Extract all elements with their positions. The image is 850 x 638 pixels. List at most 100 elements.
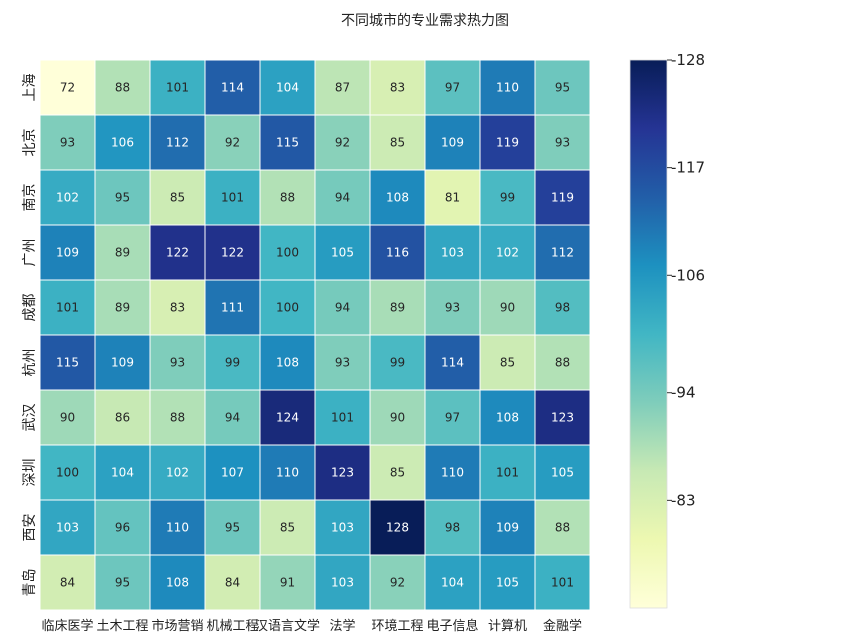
heatmap-cell [204, 554, 261, 611]
cell-value-label: 93 [170, 356, 185, 370]
colorbar-tick-label: -117 [671, 159, 705, 177]
cell-value-label: 108 [276, 356, 299, 370]
cell-value-label: 90 [500, 301, 515, 315]
heatmap-cell [94, 554, 151, 611]
heatmap-cell [149, 554, 206, 611]
colorbar-tick-label: -94 [671, 384, 696, 402]
cell-value-label: 90 [60, 411, 75, 425]
row-label: 上海 [22, 74, 38, 102]
cell-value-label: 84 [225, 576, 240, 590]
cell-value-label: 119 [496, 136, 519, 150]
row-label: 青岛 [22, 569, 38, 597]
heatmap-cell [259, 334, 316, 391]
cell-value-label: 96 [115, 521, 130, 535]
cell-value-label: 88 [280, 191, 295, 205]
cell-value-label: 89 [115, 246, 130, 260]
cell-value-label: 87 [335, 81, 350, 95]
heatmap-cell [204, 224, 261, 281]
cell-value-label: 88 [115, 81, 130, 95]
cell-value-label: 85 [170, 191, 185, 205]
column-label: 市场营销 [151, 618, 203, 634]
cell-value-label: 128 [386, 521, 409, 535]
heatmap-cell [424, 224, 481, 281]
row-label: 成都 [22, 294, 38, 322]
heatmap-cell [479, 554, 536, 611]
heatmap-cell [424, 59, 481, 116]
heatmap-cell [479, 334, 536, 391]
row-label: 武汉 [22, 404, 38, 432]
cell-value-label: 92 [390, 576, 405, 590]
heatmap-cell [424, 114, 481, 171]
cell-value-label: 94 [335, 191, 350, 205]
heatmap-cell [534, 444, 591, 501]
cell-value-label: 83 [170, 301, 185, 315]
cell-value-label: 109 [111, 356, 134, 370]
heatmap-cell [39, 334, 96, 391]
cell-value-label: 95 [115, 576, 130, 590]
heatmap-cell [149, 389, 206, 446]
cell-value-label: 88 [555, 521, 570, 535]
cell-value-label: 84 [60, 576, 75, 590]
cell-value-label: 104 [111, 466, 134, 480]
cell-value-label: 93 [60, 136, 75, 150]
heatmap-cell [534, 554, 591, 611]
heatmap-cell [259, 389, 316, 446]
cell-value-label: 85 [390, 466, 405, 480]
cell-value-label: 98 [445, 521, 460, 535]
heatmap-cell [369, 59, 426, 116]
cell-value-label: 108 [496, 411, 519, 425]
cell-value-label: 88 [555, 356, 570, 370]
colorbar-tick-label: -83 [671, 491, 696, 509]
cell-value-label: 101 [56, 301, 79, 315]
cell-value-label: 95 [115, 191, 130, 205]
column-label: 汉语言文学 [255, 618, 320, 634]
cell-value-label: 99 [500, 191, 515, 205]
row-label: 深圳 [22, 459, 38, 487]
heatmap-cell [534, 279, 591, 336]
column-label: 机械工程 [206, 619, 258, 634]
colorbar-tick-label: -106 [671, 266, 705, 284]
cell-value-label: 103 [331, 576, 354, 590]
heatmap-cell [259, 444, 316, 501]
column-label: 土木工程 [96, 619, 148, 634]
cell-value-label: 89 [115, 301, 130, 315]
cell-value-label: 108 [386, 191, 409, 205]
cell-value-label: 119 [551, 191, 574, 205]
heatmap-cell [94, 224, 151, 281]
cell-value-label: 92 [225, 136, 240, 150]
heatmap-cell [259, 499, 316, 556]
cell-value-label: 114 [221, 81, 244, 95]
heatmap-cell [204, 279, 261, 336]
cell-value-label: 102 [166, 466, 189, 480]
chart-title: 不同城市的专业需求热力图 [341, 13, 509, 29]
heatmap-cell [369, 444, 426, 501]
cell-value-label: 92 [335, 136, 350, 150]
cell-value-label: 94 [225, 411, 240, 425]
cell-value-label: 106 [111, 136, 134, 150]
heatmap-cell [204, 389, 261, 446]
cell-value-label: 123 [331, 466, 354, 480]
heatmap-cell [369, 224, 426, 281]
cell-value-label: 90 [390, 411, 405, 425]
heatmap-cell [369, 554, 426, 611]
heatmap-cell [94, 389, 151, 446]
column-label: 临床医学 [41, 618, 93, 634]
cell-value-label: 93 [335, 356, 350, 370]
row-label: 南京 [22, 184, 38, 212]
heatmap-cell [369, 169, 426, 226]
heatmap-cell [39, 279, 96, 336]
cell-value-label: 115 [56, 356, 79, 370]
cell-value-label: 101 [551, 576, 574, 590]
cell-value-label: 93 [445, 301, 460, 315]
cell-value-label: 109 [441, 136, 464, 150]
cell-value-label: 115 [276, 136, 299, 150]
column-label: 金融学 [543, 618, 582, 634]
cell-value-label: 122 [221, 246, 244, 260]
heatmap-cell [259, 554, 316, 611]
cell-value-label: 105 [331, 246, 354, 260]
heatmap-cell [94, 169, 151, 226]
cell-value-label: 99 [225, 356, 240, 370]
heatmap-cell [369, 389, 426, 446]
row-label: 杭州 [22, 349, 38, 377]
heatmap-cell [534, 224, 591, 281]
